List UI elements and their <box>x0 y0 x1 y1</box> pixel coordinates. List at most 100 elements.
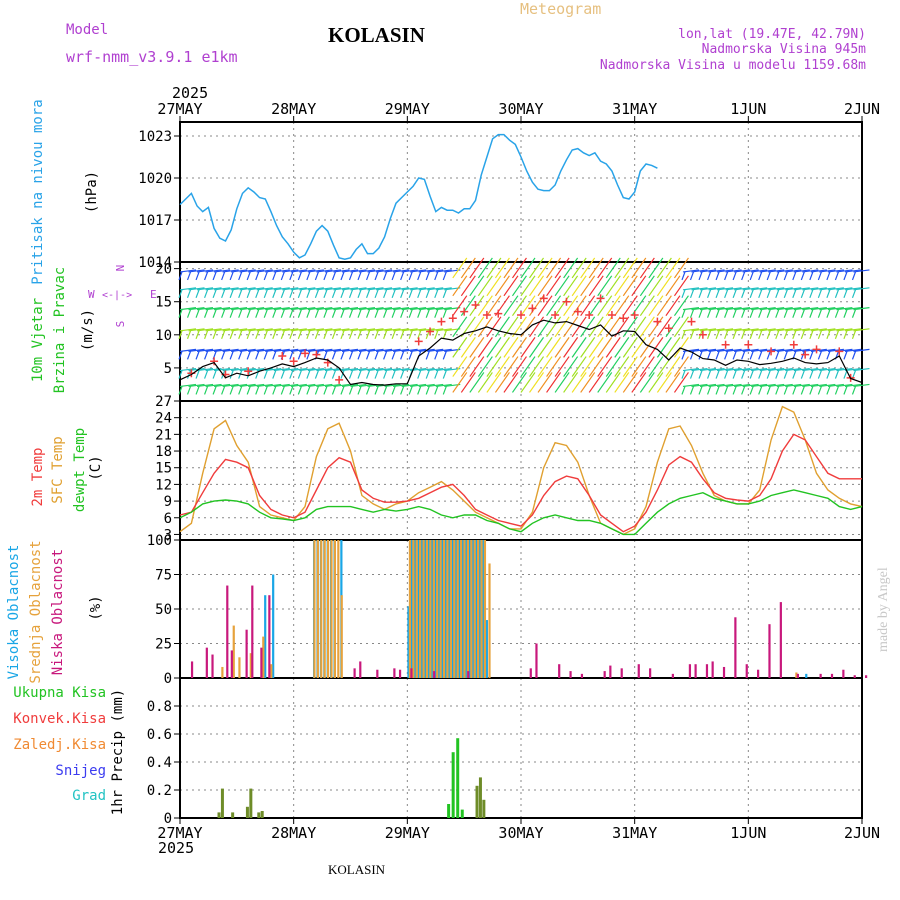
wind-barb <box>844 328 862 332</box>
x-tick-label-top: 28MAY <box>271 100 316 118</box>
wind-barb <box>511 372 527 393</box>
wind-barb <box>682 328 700 332</box>
wind-barb-flag <box>800 330 805 340</box>
wind-barb <box>358 328 376 332</box>
wind-barb-flag <box>212 309 217 318</box>
x-tick-label-bottom: 31MAY <box>612 824 657 842</box>
wind-barb-flag <box>272 289 277 299</box>
wind-barb <box>520 316 536 338</box>
wind-barb <box>665 295 681 317</box>
wind-barb <box>708 348 725 352</box>
wind-barb <box>785 328 802 332</box>
wind-barb <box>282 269 299 273</box>
wind-barb <box>785 269 802 273</box>
wind-barb-flag <box>758 289 763 299</box>
wind-barb <box>648 356 664 377</box>
wind-barb <box>188 269 205 273</box>
wind-barb <box>282 328 299 332</box>
wind-barb <box>350 287 367 291</box>
wind-barb <box>827 348 844 352</box>
cloud-bar <box>480 540 483 678</box>
wind-barb-flag <box>851 351 857 360</box>
cloud-bar <box>795 672 798 678</box>
wind-barb-flag <box>323 309 328 318</box>
wind-barb <box>768 269 785 273</box>
wind-barb <box>188 383 205 388</box>
wind-barb <box>802 328 819 332</box>
wind-barb-flag <box>826 351 831 360</box>
wind-barb-flag <box>221 330 226 340</box>
wind-barb <box>384 307 401 311</box>
wind-barb <box>631 337 647 358</box>
wind-barb-flag <box>374 351 379 360</box>
wind-barb-flag <box>749 386 754 395</box>
gust-point <box>812 345 821 354</box>
wind-barb <box>665 275 681 297</box>
wind-barb <box>639 275 655 297</box>
wind-barb <box>231 269 248 273</box>
wind-barb <box>324 269 341 273</box>
wind-barb <box>333 307 350 311</box>
wind-barb <box>265 348 282 352</box>
wind-barb <box>742 287 759 291</box>
wind-barb <box>418 269 435 273</box>
wind-barb-flag <box>749 370 754 379</box>
wind-barb <box>546 337 562 358</box>
wind-barb <box>673 372 689 393</box>
wind-barb-flag <box>425 351 430 360</box>
wind-barb-flag <box>297 330 302 340</box>
wind-barb-flag <box>732 289 737 299</box>
wind-barb <box>844 348 862 352</box>
wind-barb <box>239 383 256 388</box>
compass-east: E <box>150 288 157 301</box>
wind-barb <box>708 367 725 372</box>
wind-barb <box>827 269 844 273</box>
gust-point <box>482 310 491 319</box>
wind-barb-flag <box>434 370 439 379</box>
wind-barb <box>836 328 853 332</box>
wind-barb <box>367 269 384 273</box>
x-tick-label-bottom: 27MAY <box>157 824 202 842</box>
wind-barb-flag <box>400 309 405 318</box>
wind-barb <box>751 287 768 291</box>
wind-barb <box>265 367 282 372</box>
cloud-bar <box>438 540 441 678</box>
wind-barb-flag <box>391 386 396 395</box>
wind-barb <box>435 383 452 388</box>
wind-barb <box>563 337 579 358</box>
precip-bar <box>478 777 482 818</box>
wind-barb-flag <box>681 289 686 299</box>
wind-barb <box>273 367 290 372</box>
wind-barb-flag <box>331 370 337 379</box>
wind-barb <box>384 383 401 388</box>
wind-barb-flag <box>178 351 183 360</box>
wind-barb <box>367 348 384 352</box>
wind-barb <box>358 269 376 273</box>
gust-point <box>539 294 548 303</box>
wind-barb-flag <box>826 271 831 281</box>
wind-barb <box>452 372 468 393</box>
gust-point <box>573 307 582 316</box>
wind-barb-flag <box>383 370 388 379</box>
wind-barb <box>520 275 536 297</box>
pressure-ylabel: Pritisak na nivou mora <box>30 99 46 284</box>
wind-barb-flag <box>357 309 362 318</box>
cloud-bar <box>451 540 454 678</box>
lonlat-info: lon,lat (19.47E, 42.79N) <box>678 27 866 42</box>
wind-barb-flag <box>357 289 362 299</box>
wind-barb-flag <box>800 289 805 299</box>
wind-barb <box>486 275 502 297</box>
wind-barb-flag <box>741 330 746 340</box>
wind-barb <box>759 367 776 372</box>
wind-barb-flag <box>724 386 729 395</box>
wind-barb <box>622 316 638 338</box>
wind-barb-flag <box>715 351 720 360</box>
wind-barb <box>682 269 700 273</box>
gust-point <box>619 314 628 323</box>
wind-barb <box>307 269 324 273</box>
wind-barb-flag <box>434 289 439 299</box>
wind-barb <box>742 269 759 273</box>
compass-west: W <box>88 288 95 301</box>
cloud-bar <box>415 540 418 678</box>
precip-legend-item: Ukupna Kisa <box>13 685 106 701</box>
